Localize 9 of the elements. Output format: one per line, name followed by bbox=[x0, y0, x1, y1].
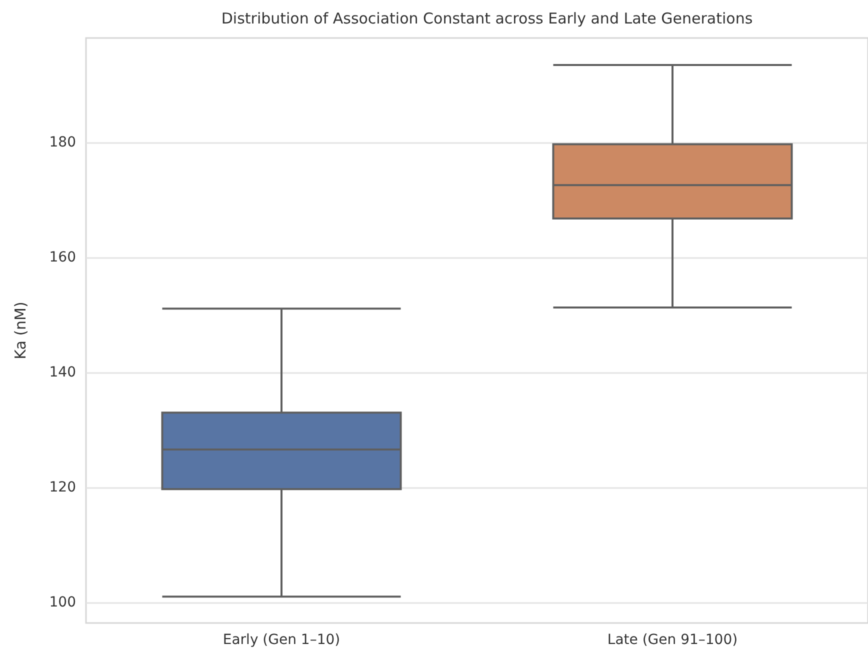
y-tick-label: 100 bbox=[49, 594, 76, 610]
chart-title: Distribution of Association Constant across Early and Late Generations bbox=[221, 10, 753, 28]
x-tick-label: Late (Gen 91–100) bbox=[607, 632, 738, 648]
y-tick-label: 140 bbox=[49, 364, 76, 380]
x-tick-label: Early (Gen 1–10) bbox=[222, 632, 340, 648]
y-axis-title: Ka (nM) bbox=[12, 302, 30, 360]
y-tick-label: 120 bbox=[49, 479, 76, 496]
y-tick-label: 160 bbox=[49, 250, 76, 266]
y-tick-label: 180 bbox=[49, 134, 76, 151]
